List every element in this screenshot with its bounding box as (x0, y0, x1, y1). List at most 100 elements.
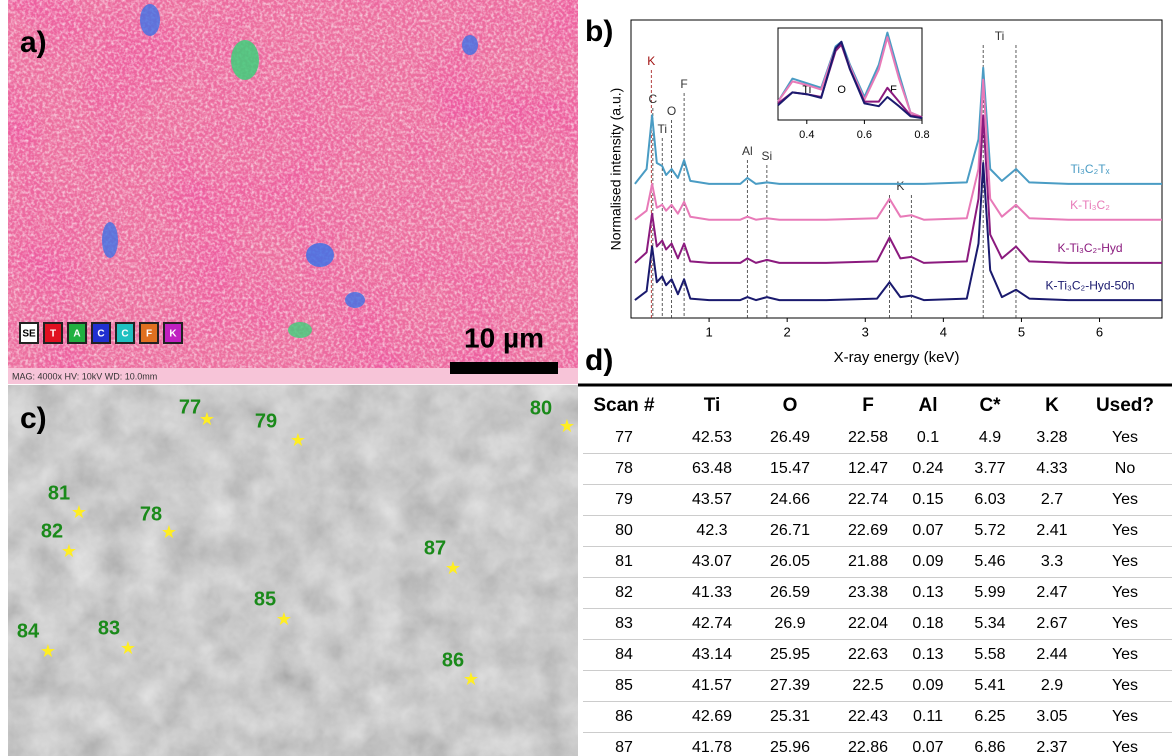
table-cell: 2.47 (1036, 584, 1067, 601)
scan-label: 78 (140, 503, 162, 525)
spectrum-line (777, 40, 923, 120)
peak-label: Ti (657, 122, 667, 136)
inset-annotation: F (890, 84, 897, 96)
table-cell: 6.03 (974, 491, 1005, 508)
table-header: C* (979, 395, 1001, 416)
table-cell: 3.28 (1036, 429, 1067, 446)
panel-label: a) (20, 26, 47, 59)
scan-star: ★ (71, 502, 87, 522)
table-cell: 21.88 (848, 553, 888, 570)
eds-map: MAG: 4000x HV: 10kV WD: 10.0mm 10 µm (8, 0, 578, 384)
table-cell: 26.05 (770, 553, 810, 570)
table-cell: 0.13 (912, 584, 943, 601)
table-cell: 42.69 (692, 708, 732, 725)
table-cell: Yes (1112, 646, 1138, 663)
table-cell: 82 (615, 584, 633, 601)
table-cell: Yes (1112, 429, 1138, 446)
x-tick-label: 6 (1096, 324, 1103, 339)
table-cell: 23.38 (848, 584, 888, 601)
table-cell: No (1115, 460, 1136, 477)
table-cell: 87 (615, 739, 633, 756)
table-cell: 2.9 (1041, 677, 1063, 694)
scan-label: 81 (48, 482, 70, 504)
table-cell: 15.47 (770, 460, 810, 477)
table-cell: 41.57 (692, 677, 732, 694)
table-cell: 3.3 (1041, 553, 1063, 570)
table-cell: 24.66 (770, 491, 810, 508)
table-cell: 2.41 (1036, 522, 1067, 539)
table-cell: 42.74 (692, 615, 732, 632)
peak-label: F (680, 77, 687, 91)
table-cell: 3.77 (974, 460, 1005, 477)
table-cell: 79 (615, 491, 633, 508)
x-tick-label: 0.8 (914, 129, 929, 141)
table-cell: 2.44 (1036, 646, 1067, 663)
table-cell: 0.1 (917, 429, 939, 446)
table-cell: 86 (615, 708, 633, 725)
map-legend-label: T (50, 329, 56, 340)
map-legend-label: SE (22, 329, 36, 340)
table-cell: 26.49 (770, 429, 810, 446)
table-cell: 77 (615, 429, 633, 446)
peak-label: K (896, 179, 904, 193)
inset-annotation: O (837, 84, 846, 96)
table-cell: Yes (1112, 677, 1138, 694)
table-cell: 0.11 (913, 708, 943, 725)
scan-label: 87 (424, 537, 446, 559)
table-cell: 2.7 (1041, 491, 1063, 508)
scan-star: ★ (463, 669, 479, 689)
panel-label: d) (585, 344, 613, 377)
peak-label: K (647, 54, 655, 68)
series-label: K-Ti₃C₂ (1070, 198, 1110, 212)
table-cell: 4.33 (1036, 460, 1067, 477)
map-legend-label: A (73, 329, 80, 340)
scan-label: 83 (98, 617, 120, 639)
table-cell: 0.13 (912, 646, 943, 663)
peak-label: Al (742, 144, 753, 158)
series-label: K-Ti₃C₂-Hyd (1057, 241, 1122, 255)
scan-star: ★ (199, 409, 215, 429)
table-cell: 25.95 (770, 646, 810, 663)
table-cell: 0.09 (912, 553, 943, 570)
panel-label: b) (585, 15, 613, 48)
table-header: K (1045, 395, 1059, 416)
scan-label: 84 (17, 620, 40, 642)
x-axis-label: X-ray energy (keV) (834, 349, 960, 366)
table-cell: 0.07 (912, 522, 943, 539)
plot-frame (630, 19, 1163, 319)
table-cell: 26.59 (770, 584, 810, 601)
table-cell: 27.39 (770, 677, 810, 694)
scan-star: ★ (559, 416, 575, 436)
x-tick-label: 5 (1018, 324, 1025, 339)
table-cell: 5.58 (974, 646, 1005, 663)
scan-star: ★ (445, 558, 461, 578)
table-cell: 42.53 (692, 429, 732, 446)
map-legend-box (115, 322, 135, 344)
table-cell: 41.78 (692, 739, 732, 756)
table-cell: 42.3 (696, 522, 727, 539)
table-cell: 5.46 (974, 553, 1005, 570)
table-cell: 78 (615, 460, 633, 477)
table-header: Used? (1096, 395, 1154, 416)
map-legend-box (43, 322, 63, 344)
table-cell: 0.07 (912, 739, 943, 756)
scan-star: ★ (161, 522, 177, 542)
map-legend-box (163, 322, 183, 344)
map-legend-label: K (169, 329, 177, 340)
x-tick-label: 0.6 (857, 129, 872, 141)
table-cell: Yes (1112, 491, 1138, 508)
table-cell: 5.99 (974, 584, 1005, 601)
series-label: K-Ti₃C₂-Hyd-50h (1045, 278, 1134, 292)
sem-image (8, 385, 578, 756)
table-cell: 43.57 (692, 491, 732, 508)
table-header: F (862, 395, 874, 416)
scan-label: 77 (179, 396, 201, 418)
table-header: Al (919, 395, 938, 416)
series-label: Ti₃C₂Tₓ (1070, 162, 1109, 176)
table-cell: 43.14 (692, 646, 732, 663)
table-cell: 5.72 (974, 522, 1005, 539)
panel-label: c) (20, 402, 47, 435)
x-tick-label: 1 (705, 324, 712, 339)
table-cell: Yes (1112, 522, 1138, 539)
spectrum-line (634, 114, 1162, 264)
